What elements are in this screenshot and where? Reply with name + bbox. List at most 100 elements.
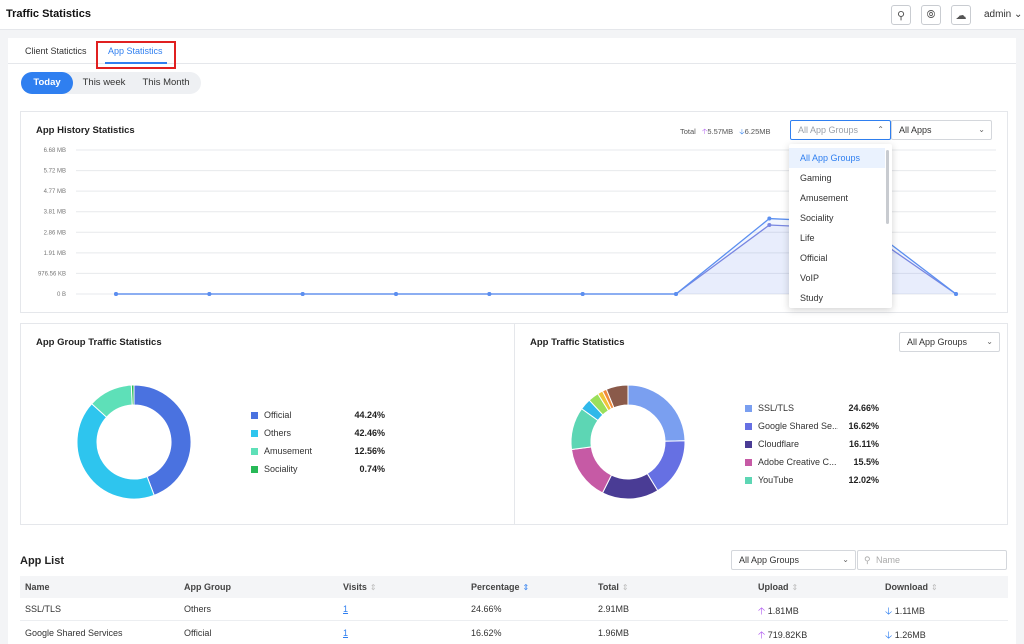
legend-value: 44.24% bbox=[354, 410, 385, 420]
cell-visits-link[interactable]: 1 bbox=[343, 628, 349, 638]
dropdown-option[interactable]: VoIP bbox=[800, 273, 820, 283]
cloud-settings-icon[interactable]: ☁ bbox=[951, 5, 971, 25]
group-select-value: All App Groups bbox=[798, 125, 859, 135]
total-label: Total bbox=[680, 127, 696, 136]
legend-item[interactable]: Cloudflare 16.11% bbox=[745, 438, 885, 452]
y-tick-label: 976.56 KB bbox=[38, 271, 66, 277]
data-point bbox=[954, 292, 958, 296]
upload-total: 5.57MB bbox=[707, 127, 734, 136]
period-week-button[interactable]: This week bbox=[82, 77, 126, 88]
cell-total: 2.91MB bbox=[598, 604, 630, 614]
dropdown-option[interactable]: All App Groups bbox=[789, 148, 885, 168]
chevron-down-icon: ⌄ bbox=[986, 337, 993, 346]
user-menu[interactable]: admin ⌄ bbox=[984, 9, 1022, 20]
cell-percentage: 24.66% bbox=[471, 604, 502, 614]
upload-arrow-icon: 🡡 bbox=[758, 606, 766, 617]
dropdown-option[interactable]: Gaming bbox=[800, 173, 832, 183]
donut-slice bbox=[130, 384, 135, 406]
cell-upload-value: 719.82KB bbox=[767, 630, 808, 640]
col-total-label: Total bbox=[598, 582, 619, 592]
y-tick-label: 1.91 MB bbox=[44, 251, 66, 257]
compass-icon[interactable]: ⦾ bbox=[921, 5, 941, 25]
legend-item[interactable]: SSL/TLS 24.66% bbox=[745, 402, 885, 416]
legend-label: SSL/TLS bbox=[758, 403, 795, 413]
legend-value: 12.56% bbox=[354, 446, 385, 456]
legend-label: Official bbox=[264, 410, 292, 420]
upload-arrow-icon: 🡡 bbox=[758, 630, 766, 641]
app-traffic-legend: SSL/TLS 24.66% Google Shared Se... 16.62% Cl… bbox=[745, 402, 885, 492]
page-title: Traffic Statistics bbox=[6, 8, 91, 20]
col-percentage[interactable]: Percentage ⇕ bbox=[471, 582, 529, 592]
y-tick-label: 5.72 MB bbox=[44, 169, 66, 175]
app-group-donut-chart bbox=[76, 384, 192, 500]
col-upload[interactable]: Upload ⇕ bbox=[758, 582, 798, 592]
app-traffic-group-select[interactable]: All App Groups ⌄ bbox=[899, 332, 1000, 352]
download-total: 6.25MB bbox=[744, 127, 771, 136]
data-point bbox=[487, 292, 492, 296]
app-group-legend: Official 44.24% Others 42.46% Amusement 12.56… bbox=[251, 409, 391, 489]
cell-upload: 🡡 719.82KB bbox=[758, 628, 807, 644]
data-point bbox=[114, 292, 118, 296]
cell-upload: 🡡 1.81MB bbox=[758, 604, 799, 621]
legend-item[interactable]: Others 42.46% bbox=[251, 427, 391, 441]
col-visits[interactable]: Visits ⇕ bbox=[343, 582, 377, 592]
col-total[interactable]: Total ⇕ bbox=[598, 582, 629, 592]
data-point bbox=[767, 216, 772, 221]
cell-visits-link[interactable]: 1 bbox=[343, 604, 349, 614]
col-download[interactable]: Download ⇕ bbox=[885, 582, 938, 592]
legend-item[interactable]: Adobe Creative C... 15.5% bbox=[745, 456, 885, 470]
data-point bbox=[674, 292, 678, 296]
legend-item[interactable]: YouTube 12.02% bbox=[745, 474, 885, 488]
data-point bbox=[580, 292, 585, 296]
dropdown-option[interactable]: Official bbox=[800, 253, 828, 263]
legend-item[interactable]: Amusement 12.56% bbox=[251, 445, 391, 459]
sort-icon: ⇕ bbox=[931, 583, 938, 592]
legend-value: 0.74% bbox=[359, 464, 385, 474]
legend-value: 12.02% bbox=[848, 475, 879, 485]
col-app-group: App Group bbox=[184, 582, 231, 592]
period-month-button[interactable]: This Month bbox=[142, 77, 190, 88]
chevron-down-icon: ⌄ bbox=[1014, 9, 1023, 20]
legend-swatch bbox=[745, 459, 752, 466]
app-list-search-input[interactable]: ⚲ Name bbox=[857, 550, 1007, 570]
chevron-down-icon: ⌄ bbox=[978, 125, 985, 134]
highlight-annotation bbox=[96, 41, 176, 69]
col-name: Name bbox=[25, 582, 50, 592]
y-tick-label: 2.86 MB bbox=[44, 230, 66, 236]
legend-item[interactable]: Google Shared Se... 16.62% bbox=[745, 420, 885, 434]
app-list-group-select[interactable]: All App Groups ⌄ bbox=[731, 550, 856, 570]
data-point bbox=[767, 223, 772, 228]
legend-label: Google Shared Se... bbox=[758, 421, 838, 431]
legend-swatch bbox=[745, 441, 752, 448]
y-tick-label: 4.77 MB bbox=[44, 189, 66, 195]
top-bar: Traffic Statistics ⚲ ⦾ ☁ admin ⌄ bbox=[0, 0, 1024, 30]
tab-app-statistics[interactable]: App Statistics bbox=[108, 46, 163, 56]
tab-client-statistics[interactable]: Client Statictics bbox=[25, 46, 87, 56]
legend-item[interactable]: Official 44.24% bbox=[251, 409, 391, 423]
y-tick-label: 6.68 MB bbox=[44, 148, 66, 154]
search-traffic-icon[interactable]: ⚲ bbox=[891, 5, 911, 25]
upload-arrow-icon: 🡡 bbox=[701, 127, 708, 136]
download-arrow-icon: 🡣 bbox=[885, 606, 893, 617]
legend-swatch bbox=[745, 477, 752, 484]
dropdown-option[interactable]: Amusement bbox=[800, 193, 849, 203]
dropdown-option[interactable]: Study bbox=[800, 293, 824, 303]
period-today-button[interactable]: Today bbox=[21, 72, 73, 94]
history-apps-select[interactable]: All Apps ⌄ bbox=[891, 120, 992, 140]
data-point bbox=[300, 292, 305, 296]
dropdown-option[interactable]: Life bbox=[800, 233, 815, 243]
legend-item[interactable]: Sociality 0.74% bbox=[251, 463, 391, 477]
legend-value: 24.66% bbox=[848, 403, 879, 413]
cell-download-value: 1.26MB bbox=[894, 630, 926, 640]
cell-name: Google Shared Services bbox=[25, 628, 123, 638]
cell-upload-value: 1.81MB bbox=[767, 606, 799, 616]
table-row[interactable]: SSL/TLS Others 1 24.66% 2.91MB 🡡 1.81MB … bbox=[20, 598, 1008, 621]
dropdown-option[interactable]: Sociality bbox=[800, 213, 834, 223]
legend-swatch bbox=[251, 448, 258, 455]
table-row[interactable]: Google Shared Services Official 1 16.62%… bbox=[20, 622, 1008, 644]
chevron-up-icon: ⌃ bbox=[877, 125, 884, 134]
sort-icon: ⇕ bbox=[791, 583, 799, 592]
history-group-select[interactable]: All App Groups ⌃ bbox=[790, 120, 891, 140]
dropdown-scrollbar[interactable] bbox=[886, 150, 889, 224]
cell-total: 1.96MB bbox=[598, 628, 630, 638]
